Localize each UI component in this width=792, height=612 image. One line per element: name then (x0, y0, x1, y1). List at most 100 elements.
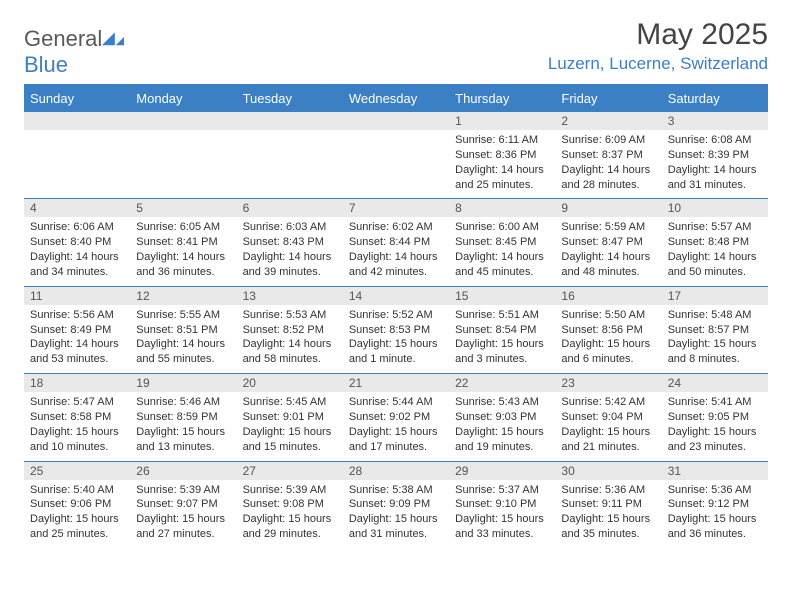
calendar-week-row: 4Sunrise: 6:06 AMSunset: 8:40 PMDaylight… (24, 199, 768, 286)
calendar-week-row: 1Sunrise: 6:11 AMSunset: 8:36 PMDaylight… (24, 112, 768, 199)
weekday-thursday: Thursday (449, 86, 555, 112)
sunset-text: Sunset: 9:03 PM (455, 410, 549, 425)
calendar-day-cell: 1Sunrise: 6:11 AMSunset: 8:36 PMDaylight… (449, 112, 555, 199)
sunrise-text: Sunrise: 6:09 AM (561, 133, 655, 148)
daylight-text: Daylight: 15 hours and 21 minutes. (561, 425, 655, 455)
calendar-day-cell: 4Sunrise: 6:06 AMSunset: 8:40 PMDaylight… (24, 199, 130, 286)
day-number: 3 (662, 112, 768, 130)
day-data: Sunrise: 6:06 AMSunset: 8:40 PMDaylight:… (24, 217, 130, 285)
daylight-text: Daylight: 15 hours and 27 minutes. (136, 512, 230, 542)
daylight-text: Daylight: 14 hours and 42 minutes. (349, 250, 443, 280)
logo-text: General Blue (24, 26, 124, 78)
sunrise-text: Sunrise: 5:42 AM (561, 395, 655, 410)
sunrise-text: Sunrise: 6:11 AM (455, 133, 549, 148)
sunset-text: Sunset: 8:41 PM (136, 235, 230, 250)
calendar-day-cell: 10Sunrise: 5:57 AMSunset: 8:48 PMDayligh… (662, 199, 768, 286)
calendar-day-cell: 18Sunrise: 5:47 AMSunset: 8:58 PMDayligh… (24, 374, 130, 461)
daylight-text: Daylight: 15 hours and 25 minutes. (30, 512, 124, 542)
sunset-text: Sunset: 8:52 PM (243, 323, 337, 338)
calendar-day-cell: 25Sunrise: 5:40 AMSunset: 9:06 PMDayligh… (24, 461, 130, 548)
sunset-text: Sunset: 8:53 PM (349, 323, 443, 338)
calendar-day-cell (343, 112, 449, 199)
day-number: 13 (237, 287, 343, 305)
daylight-text: Daylight: 15 hours and 36 minutes. (668, 512, 762, 542)
sunset-text: Sunset: 9:07 PM (136, 497, 230, 512)
sunrise-text: Sunrise: 5:52 AM (349, 308, 443, 323)
day-data: Sunrise: 6:02 AMSunset: 8:44 PMDaylight:… (343, 217, 449, 285)
day-data: Sunrise: 5:36 AMSunset: 9:11 PMDaylight:… (555, 480, 661, 548)
sunrise-text: Sunrise: 5:57 AM (668, 220, 762, 235)
sunrise-text: Sunrise: 5:46 AM (136, 395, 230, 410)
weekday-tuesday: Tuesday (237, 86, 343, 112)
day-data: Sunrise: 6:05 AMSunset: 8:41 PMDaylight:… (130, 217, 236, 285)
day-data: Sunrise: 5:43 AMSunset: 9:03 PMDaylight:… (449, 392, 555, 460)
day-number: 14 (343, 287, 449, 305)
day-number: 21 (343, 374, 449, 392)
day-data: Sunrise: 5:52 AMSunset: 8:53 PMDaylight:… (343, 305, 449, 373)
day-number: 30 (555, 462, 661, 480)
sunset-text: Sunset: 8:37 PM (561, 148, 655, 163)
day-number (24, 112, 130, 130)
calendar-table: Sunday Monday Tuesday Wednesday Thursday… (24, 86, 768, 548)
daylight-text: Daylight: 14 hours and 28 minutes. (561, 163, 655, 193)
day-data (237, 130, 343, 192)
calendar-day-cell: 3Sunrise: 6:08 AMSunset: 8:39 PMDaylight… (662, 112, 768, 199)
sunset-text: Sunset: 8:54 PM (455, 323, 549, 338)
calendar-day-cell: 24Sunrise: 5:41 AMSunset: 9:05 PMDayligh… (662, 374, 768, 461)
sunrise-text: Sunrise: 6:00 AM (455, 220, 549, 235)
sunset-text: Sunset: 9:02 PM (349, 410, 443, 425)
logo-text-a: General (24, 26, 102, 51)
sunset-text: Sunset: 8:43 PM (243, 235, 337, 250)
sunset-text: Sunset: 8:44 PM (349, 235, 443, 250)
calendar-day-cell: 2 Sunrise: 6:09 AMSunset: 8:37 PMDaylight… (555, 112, 661, 199)
calendar-day-cell: 16Sunrise: 5:50 AMSunset: 8:56 PMDayligh… (555, 286, 661, 373)
day-number: 10 (662, 199, 768, 217)
weekday-friday: Friday (555, 86, 661, 112)
sunset-text: Sunset: 9:01 PM (243, 410, 337, 425)
sunrise-text: Sunrise: 5:36 AM (668, 483, 762, 498)
daylight-text: Daylight: 15 hours and 29 minutes. (243, 512, 337, 542)
day-number: 29 (449, 462, 555, 480)
calendar-day-cell: 14Sunrise: 5:52 AMSunset: 8:53 PMDayligh… (343, 286, 449, 373)
daylight-text: Daylight: 15 hours and 17 minutes. (349, 425, 443, 455)
day-data: Sunrise: 5:55 AMSunset: 8:51 PMDaylight:… (130, 305, 236, 373)
sunrise-text: Sunrise: 5:44 AM (349, 395, 443, 410)
sunrise-text: Sunrise: 5:55 AM (136, 308, 230, 323)
day-number (237, 112, 343, 130)
sunset-text: Sunset: 9:10 PM (455, 497, 549, 512)
sunset-text: Sunset: 8:40 PM (30, 235, 124, 250)
calendar-day-cell: 23Sunrise: 5:42 AMSunset: 9:04 PMDayligh… (555, 374, 661, 461)
sunset-text: Sunset: 8:36 PM (455, 148, 549, 163)
daylight-text: Daylight: 14 hours and 53 minutes. (30, 337, 124, 367)
sunrise-text: Sunrise: 5:59 AM (561, 220, 655, 235)
sunset-text: Sunset: 8:58 PM (30, 410, 124, 425)
sunrise-text: Sunrise: 5:40 AM (30, 483, 124, 498)
day-data: Sunrise: 6:03 AMSunset: 8:43 PMDaylight:… (237, 217, 343, 285)
calendar-week-row: 18Sunrise: 5:47 AMSunset: 8:58 PMDayligh… (24, 374, 768, 461)
day-data: Sunrise: 5:38 AMSunset: 9:09 PMDaylight:… (343, 480, 449, 548)
sunset-text: Sunset: 8:49 PM (30, 323, 124, 338)
sunset-text: Sunset: 9:08 PM (243, 497, 337, 512)
day-data (24, 130, 130, 192)
day-number: 28 (343, 462, 449, 480)
daylight-text: Daylight: 15 hours and 31 minutes. (349, 512, 443, 542)
day-number: 8 (449, 199, 555, 217)
day-number (343, 112, 449, 130)
sunrise-text: Sunrise: 6:05 AM (136, 220, 230, 235)
day-data: Sunrise: 6:11 AMSunset: 8:36 PMDaylight:… (449, 130, 555, 198)
day-data: Sunrise: 6:00 AMSunset: 8:45 PMDaylight:… (449, 217, 555, 285)
calendar-day-cell: 6Sunrise: 6:03 AMSunset: 8:43 PMDaylight… (237, 199, 343, 286)
day-data: Sunrise: 5:36 AMSunset: 9:12 PMDaylight:… (662, 480, 768, 548)
day-data: Sunrise: 5:59 AMSunset: 8:47 PMDaylight:… (555, 217, 661, 285)
sunrise-text: Sunrise: 5:38 AM (349, 483, 443, 498)
calendar-day-cell: 20Sunrise: 5:45 AMSunset: 9:01 PMDayligh… (237, 374, 343, 461)
daylight-text: Daylight: 14 hours and 36 minutes. (136, 250, 230, 280)
sunset-text: Sunset: 9:11 PM (561, 497, 655, 512)
sunset-text: Sunset: 8:48 PM (668, 235, 762, 250)
daylight-text: Daylight: 15 hours and 13 minutes. (136, 425, 230, 455)
daylight-text: Daylight: 14 hours and 48 minutes. (561, 250, 655, 280)
daylight-text: Daylight: 14 hours and 34 minutes. (30, 250, 124, 280)
day-number: 2 (555, 112, 661, 130)
weekday-monday: Monday (130, 86, 236, 112)
sunrise-text: Sunrise: 6:02 AM (349, 220, 443, 235)
